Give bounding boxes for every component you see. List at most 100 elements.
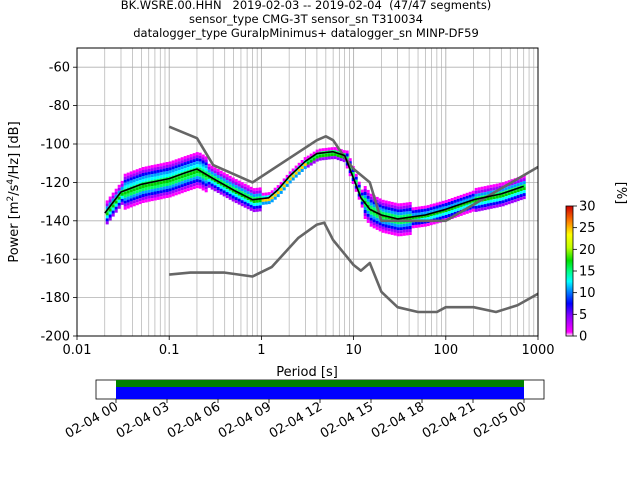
heatmap-cell [399,212,403,216]
heatmap-cell [255,205,259,209]
heatmap-cell [126,196,130,200]
heatmap-cell [192,177,196,181]
heatmap-cell [288,180,292,184]
heatmap-cell [240,185,244,189]
heatmap-cell [135,169,139,173]
heatmap-cell [132,197,136,201]
heatmap-cell [462,205,466,209]
heatmap-cell [234,197,238,201]
heatmap-cell [495,186,499,190]
heatmap-cell [270,196,274,200]
heatmap-cell [363,207,367,210]
heatmap-cell [132,182,136,186]
heatmap-cell [162,171,166,175]
heatmap-cell [252,188,256,192]
heatmap-cell [258,190,262,194]
heatmap-cell [177,185,181,189]
heatmap-cell [384,227,388,231]
heatmap-cell [252,197,256,201]
heatmap-cell [267,198,271,202]
x-tick-label: 0.01 [63,343,92,358]
colorbar-tick-label: 5 [579,308,587,323]
title-line-2: sensor_type CMG-3T sensor_sn T310034 [189,12,423,26]
heatmap-cell [453,208,457,212]
heatmap-cell [384,221,388,225]
heatmap-cell [117,202,121,206]
heatmap-cell [177,176,181,180]
heatmap-cell [432,221,436,225]
heatmap-cell [210,183,214,187]
heatmap-cell [366,207,370,211]
heatmap-cell [195,173,199,177]
heatmap-cell [510,197,514,201]
heatmap-cell [243,192,247,196]
heatmap-cell [504,193,508,197]
y-tick-label: -80 [49,99,70,114]
heatmap-cell [297,171,301,175]
heatmap-cell [318,154,322,158]
heatmap-cell [165,171,169,174]
heatmap-cell [150,168,154,172]
mode-curve [104,150,524,220]
heatmap-cell [201,175,205,179]
heatmap-cell [393,208,397,212]
heatmap-cell [129,171,133,175]
heatmap-cell [444,209,448,212]
heatmap-cell [306,164,310,168]
heatmap-cell [477,205,481,209]
heatmap-cell [507,186,511,190]
heatmap-cell [453,199,457,203]
heatmap-cell [165,183,169,186]
heatmap-cell [132,173,136,177]
heatmap-cell [375,226,379,230]
heatmap-cell [393,202,397,206]
heatmap-cell [111,213,115,217]
heatmap-cell [246,203,250,207]
heatmap-cell [261,192,265,196]
heatmap-cell [192,171,196,175]
heatmap-cell [381,199,385,203]
heatmap-cell [156,187,160,191]
heatmap-cell [447,202,451,205]
heatmap-cell [138,171,142,175]
heatmap-cell [135,172,139,176]
heatmap-cell [393,205,397,209]
heatmap-cell [219,179,223,183]
heatmap-cell [177,158,181,162]
heatmap-cell [516,192,520,196]
heatmap-cell [189,184,193,188]
heatmap-cell [402,211,406,215]
heatmap-cell [480,192,484,196]
heatmap-cell [204,159,208,163]
heatmap-cell [255,199,259,203]
heatmap-cell [177,161,181,165]
heatmap-cell [279,187,283,191]
colorbar-tick-label: 15 [579,265,596,280]
heatmap-cell [465,195,469,199]
heatmap-cell [372,213,376,217]
heatmap-cell [369,220,373,224]
heatmap-cell [153,164,157,168]
heatmap-cell [186,167,190,171]
heatmap-cell [216,175,220,178]
heatmap-cell [114,188,118,192]
heatmap-cell [441,209,445,213]
heatmap-cell [402,232,406,236]
heatmap-cell [180,169,184,173]
heatmap-cell [405,232,409,236]
heatmap-cell [120,198,124,202]
heatmap-cell [447,208,451,211]
heatmap-cell [195,152,199,156]
heatmap-cell [210,174,214,178]
heatmap-cell [147,183,151,187]
heatmap-cell [219,185,223,189]
heatmap-cell [414,224,418,228]
heatmap-cell [492,199,496,203]
heatmap-cell [303,163,307,167]
timeline-bar-coverage [116,380,524,387]
heatmap-cell [366,198,370,202]
heatmap-cell [255,190,259,194]
heatmap-cell [126,175,130,179]
heatmap-cell [162,195,166,199]
